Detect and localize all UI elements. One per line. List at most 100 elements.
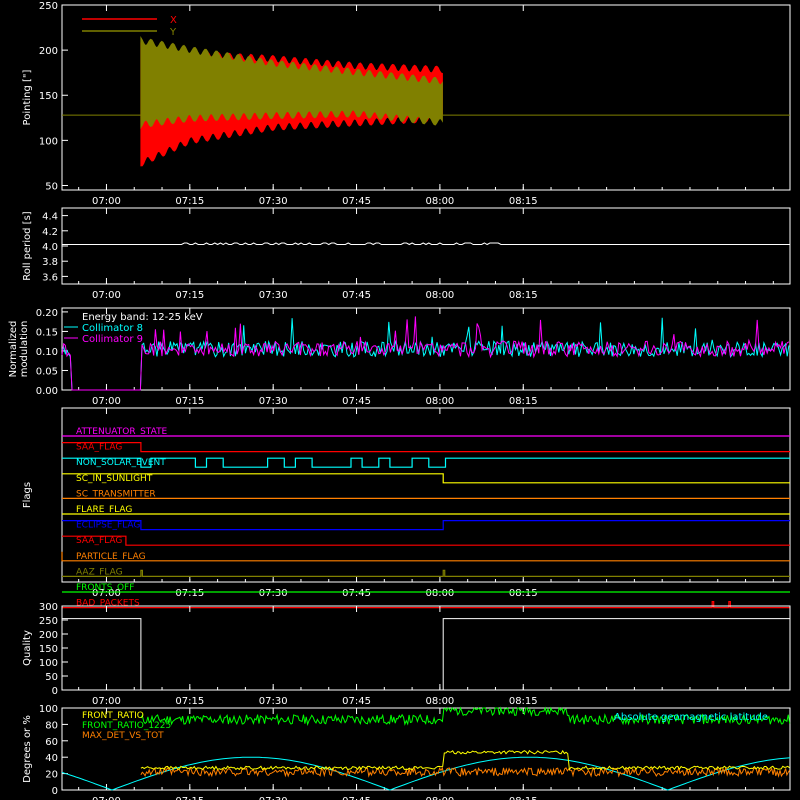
geomagnetic-latitude-line [61, 756, 791, 791]
x-tick-label: 07:45 [342, 396, 371, 407]
flag-line [62, 457, 790, 468]
x-tick-label: 07:30 [259, 290, 288, 301]
x-tick-label: 07:30 [259, 396, 288, 407]
flag-label: SC_TRANSMITTER [76, 489, 156, 499]
quality-line [62, 618, 790, 691]
y-tick-label: 60 [45, 737, 58, 748]
x-tick-label: 07:15 [175, 796, 204, 800]
x-tick-label: 08:00 [425, 196, 454, 207]
pointing-panel: 07:00 07:15 07:30 07:45 08:00 08:15 50 100 150 20… [22, 1, 791, 207]
legend-label-1: Collimator 9 [82, 334, 143, 345]
flag-line [61, 551, 790, 562]
x-tick-label: 07:45 [342, 196, 371, 207]
pointing-frame [61, 4, 791, 191]
y-tick-label: 4.4 [42, 212, 58, 223]
x-tick-label: 07:00 [92, 588, 121, 599]
flag-line [62, 442, 790, 453]
x-tick-label: 08:15 [509, 588, 538, 599]
max-det-line [140, 766, 791, 778]
x-tick-label: 07:15 [175, 290, 204, 301]
x-tick-label: 08:00 [425, 396, 454, 407]
x-tick-label: 07:15 [175, 196, 204, 207]
flag-line [62, 569, 790, 578]
y-axis-label: Pointing ["] [22, 69, 33, 125]
x-tick-label: 07:30 [259, 796, 288, 800]
flag-line [62, 535, 790, 546]
x-tick-label: 07:30 [259, 588, 288, 599]
flag-label: PARTICLE_FLAG [76, 552, 146, 562]
x-tick-label: 07:00 [92, 796, 121, 800]
series-1-line [61, 316, 790, 391]
x-tick-label: 08:00 [425, 290, 454, 301]
flag-label: ATTENUATOR_STATE [76, 427, 168, 437]
y-axis-label: Roll period [s] [22, 211, 33, 280]
x-tick-label: 08:00 [425, 696, 454, 707]
latitude-annotation: Absolute geomagnetic latitude [614, 712, 768, 723]
y-tick-label: 50 [45, 181, 58, 192]
x-tick-label: 08:00 [425, 588, 454, 599]
x-tick-label: 07:00 [92, 696, 121, 707]
x-tick-label: 07:15 [175, 588, 204, 599]
flag-label: SAA_FLAG [76, 443, 122, 453]
geomag-panel: 07:00 07:15 07:30 07:45 08:00 08:15 0 20 40 60 80 1… [22, 704, 791, 800]
x-tick-label: 08:15 [509, 796, 538, 800]
series-Y-envelope [140, 36, 443, 130]
flags-frame [61, 407, 791, 583]
x-tick-label: 08:15 [509, 696, 538, 707]
flag-label: BAD_PACKETS [76, 599, 140, 609]
x-tick-label: 07:00 [92, 396, 121, 407]
y-tick-label: 200 [39, 46, 58, 57]
legend-label-1: FRONT_RATIO_1225 [82, 721, 171, 731]
roll-panel: 07:00 07:15 07:30 07:45 08:00 08:15 3.6 3.8 4.0 4… [22, 207, 791, 301]
y-axis-label: Quality [22, 630, 33, 666]
flag-label: AAZ_FLAG [76, 567, 123, 577]
x-tick-label: 07:45 [342, 796, 371, 800]
y-tick-label: 250 [39, 616, 58, 627]
x-tick-label: 07:00 [92, 196, 121, 207]
flag-label: SAA_FLAG [76, 536, 122, 546]
modulation-panel: 07:00 07:15 07:30 07:45 08:00 08:15 0.00 0.05 0.… [8, 307, 791, 407]
legend-label-Y: Y [169, 27, 177, 38]
y-tick-label: 100 [39, 658, 58, 669]
y-axis-label: Degrees or % [22, 715, 33, 783]
y-tick-label: 0.15 [36, 327, 58, 338]
x-tick-label: 07:45 [342, 588, 371, 599]
x-tick-label: 08:15 [509, 290, 538, 301]
y-axis-label: Normalized [8, 321, 19, 378]
x-tick-label: 07:45 [342, 290, 371, 301]
y-tick-label: 100 [39, 136, 58, 147]
x-tick-label: 08:15 [509, 396, 538, 407]
flag-line [62, 519, 790, 531]
y-tick-label: 0.00 [36, 386, 58, 397]
energy-band-annotation: Energy band: 12-25 keV [82, 312, 203, 323]
y-tick-label: 4.0 [42, 242, 58, 253]
y-tick-label: 0 [52, 786, 58, 797]
x-tick-label: 07:15 [175, 396, 204, 407]
flag-line [62, 473, 790, 484]
x-tick-label: 07:45 [342, 696, 371, 707]
front-ratio-1225-line [140, 706, 791, 727]
y-tick-label: 0.05 [36, 366, 58, 377]
y-tick-label: 150 [39, 91, 58, 102]
legend-label-0: FRONT_RATIO [82, 711, 144, 721]
front-ratio-line [140, 749, 790, 771]
y-tick-label: 0 [52, 686, 58, 697]
legend-label-X: X [170, 15, 177, 26]
quality-panel: 07:00 07:15 07:30 07:45 08:00 08:15 0 50 100 150 2… [22, 602, 791, 707]
legend-label-0: Collimator 8 [82, 323, 143, 334]
y-tick-label: 3.6 [42, 272, 58, 283]
x-tick-label: 08:00 [425, 796, 454, 800]
x-tick-label: 07:30 [259, 696, 288, 707]
flag-line [62, 600, 790, 609]
x-tick-label: 07:00 [92, 290, 121, 301]
y-tick-label: 250 [39, 1, 58, 12]
y-tick-label: 4.2 [42, 227, 58, 238]
x-tick-label: 08:15 [509, 196, 538, 207]
y-tick-label: 40 [45, 753, 58, 764]
flags-panel: 07:00 07:15 07:30 07:45 08:00 08:15 Flags ATTEN… [22, 407, 791, 609]
y-axis-label: modulation [19, 321, 30, 378]
geomag-frame [61, 707, 791, 791]
panels: 07:00 07:15 07:30 07:45 08:00 08:15 50 100 150 20… [8, 1, 791, 800]
